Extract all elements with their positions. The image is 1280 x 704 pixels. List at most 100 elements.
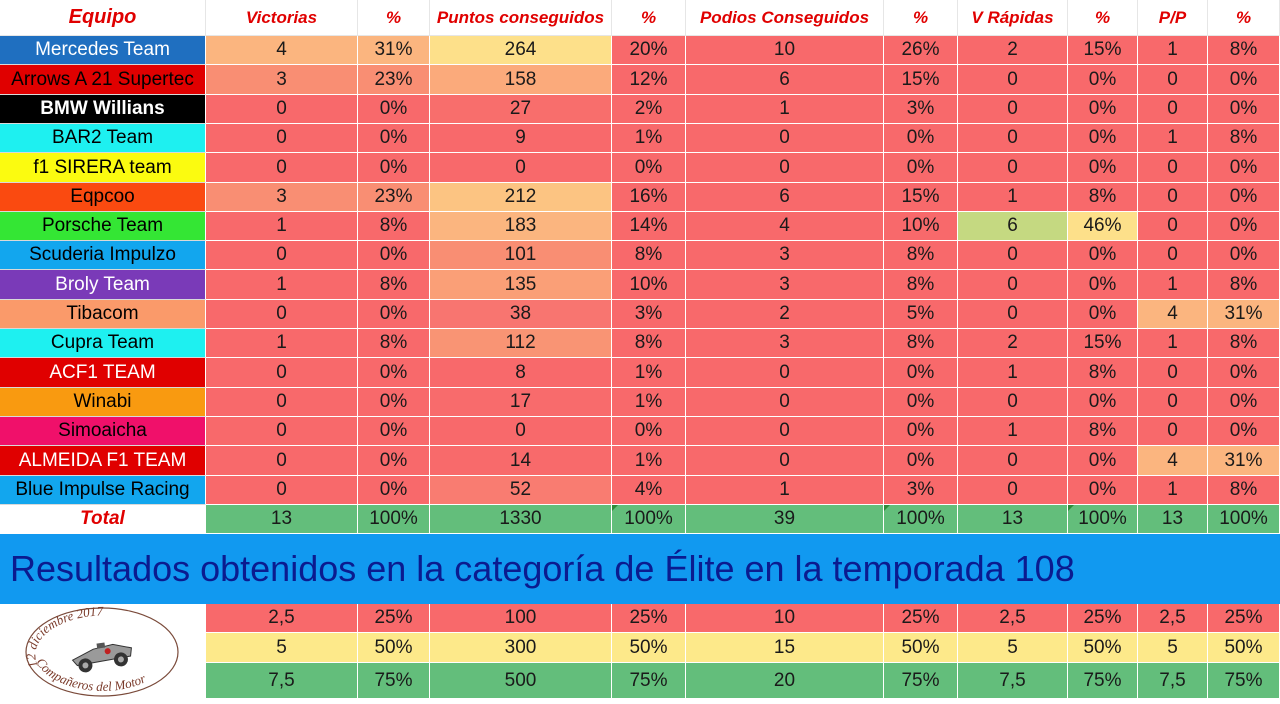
- cell-victorias-pct: 31%: [358, 36, 430, 65]
- threshold-pp-pct: 50%: [1208, 633, 1280, 663]
- cell-puntos-pct: 8%: [612, 329, 686, 358]
- team-row: Cupra Team 1 8% 112 8% 3 8% 2 15% 1 8%: [0, 329, 1280, 358]
- threshold-podios-pct: 50%: [884, 633, 958, 663]
- cell-podios-pct: 0%: [884, 388, 958, 417]
- header-victorias-pct: %: [358, 0, 430, 36]
- cell-victorias-pct: 0%: [358, 241, 430, 270]
- cell-podios: 0: [686, 358, 884, 388]
- cell-vrapidas-pct: 0%: [1068, 476, 1138, 505]
- cell-victorias-pct: 0%: [358, 417, 430, 446]
- cell-puntos-pct: 14%: [612, 212, 686, 241]
- cell-podios: 0: [686, 153, 884, 183]
- cell-podios: 3: [686, 329, 884, 358]
- cell-puntos-pct: 1%: [612, 358, 686, 388]
- cell-vrapidas: 1: [958, 417, 1068, 446]
- team-name: Broly Team: [0, 270, 206, 300]
- cell-vrapidas: 6: [958, 212, 1068, 241]
- cell-vrapidas-pct: 0%: [1068, 241, 1138, 270]
- cell-podios-pct: 10%: [884, 212, 958, 241]
- cell-vrapidas-pct: 8%: [1068, 358, 1138, 388]
- cell-vrapidas-pct: 0%: [1068, 124, 1138, 153]
- cell-podios: 3: [686, 270, 884, 300]
- cell-victorias-pct: 0%: [358, 446, 430, 476]
- cell-victorias: 0: [206, 153, 358, 183]
- team-row: ACF1 TEAM 0 0% 8 1% 0 0% 1 8% 0 0%: [0, 358, 1280, 388]
- threshold-row: 5 50% 300 50% 15 50% 5 50% 5 50%: [0, 633, 1280, 663]
- cell-pp: 0: [1138, 417, 1208, 446]
- team-row: Arrows A 21 Supertec 3 23% 158 12% 6 15% 0 0% 0 0%: [0, 65, 1280, 95]
- cell-puntos-pct: 1%: [612, 446, 686, 476]
- cell-podios: 4: [686, 212, 884, 241]
- cell-pp: 1: [1138, 476, 1208, 505]
- cell-pp: 0: [1138, 95, 1208, 124]
- total-podios-pct: 100%: [884, 505, 958, 534]
- cell-pp-pct: 8%: [1208, 124, 1280, 153]
- threshold-row: 7,5 75% 500 75% 20 75% 7,5 75% 7,5 75%: [0, 663, 1280, 699]
- threshold-victorias-pct: 75%: [358, 663, 430, 699]
- threshold-vrapidas: 5: [958, 633, 1068, 663]
- cell-pp: 1: [1138, 124, 1208, 153]
- season-banner: Resultados obtenidos en la categoría de …: [0, 534, 1280, 604]
- cell-vrapidas: 0: [958, 241, 1068, 270]
- team-name: f1 SIRERA team: [0, 153, 206, 183]
- team-name: Winabi: [0, 388, 206, 417]
- total-vrapidas-pct: 100%: [1068, 505, 1138, 534]
- club-logo: 12 diciembre 2017 Compañeros del Motor: [0, 603, 205, 699]
- cell-puntos: 112: [430, 329, 612, 358]
- threshold-vrapidas-pct: 50%: [1068, 633, 1138, 663]
- cell-victorias: 0: [206, 95, 358, 124]
- cell-puntos-pct: 8%: [612, 241, 686, 270]
- threshold-pp-pct: 25%: [1208, 604, 1280, 633]
- race-car-icon: 12 diciembre 2017 Compañeros del Motor: [23, 603, 179, 697]
- cell-vrapidas: 0: [958, 388, 1068, 417]
- cell-puntos: 135: [430, 270, 612, 300]
- cell-podios-pct: 0%: [884, 446, 958, 476]
- threshold-victorias-pct: 50%: [358, 633, 430, 663]
- cell-vrapidas-pct: 0%: [1068, 270, 1138, 300]
- cell-podios: 0: [686, 446, 884, 476]
- cell-puntos-pct: 0%: [612, 417, 686, 446]
- cell-podios-pct: 8%: [884, 270, 958, 300]
- cell-vrapidas: 1: [958, 183, 1068, 212]
- team-name: Eqpcoo: [0, 183, 206, 212]
- cell-victorias-pct: 0%: [358, 153, 430, 183]
- cell-podios-pct: 8%: [884, 329, 958, 358]
- cell-vrapidas-pct: 0%: [1068, 446, 1138, 476]
- cell-podios: 10: [686, 36, 884, 65]
- threshold-pp: 7,5: [1138, 663, 1208, 699]
- team-row: ALMEIDA F1 TEAM 0 0% 14 1% 0 0% 0 0% 4 31%: [0, 446, 1280, 476]
- total-victorias: 13: [206, 505, 358, 534]
- threshold-podios-pct: 75%: [884, 663, 958, 699]
- cell-victorias-pct: 8%: [358, 270, 430, 300]
- cell-podios: 0: [686, 124, 884, 153]
- cell-pp: 0: [1138, 183, 1208, 212]
- cell-pp-pct: 0%: [1208, 212, 1280, 241]
- team-row: BAR2 Team 0 0% 9 1% 0 0% 0 0% 1 8%: [0, 124, 1280, 153]
- team-row: Mercedes Team 4 31% 264 20% 10 26% 2 15% 1 8%: [0, 36, 1280, 65]
- cell-puntos-pct: 12%: [612, 65, 686, 95]
- team-name: Blue Impulse Racing: [0, 476, 206, 505]
- cell-puntos: 38: [430, 300, 612, 329]
- cell-vrapidas-pct: 0%: [1068, 388, 1138, 417]
- threshold-pp: 2,5: [1138, 604, 1208, 633]
- cell-victorias-pct: 23%: [358, 183, 430, 212]
- cell-pp-pct: 0%: [1208, 417, 1280, 446]
- cell-victorias: 0: [206, 300, 358, 329]
- header-pp: P/P: [1138, 0, 1208, 36]
- threshold-vrapidas-pct: 75%: [1068, 663, 1138, 699]
- team-name: Simoaicha: [0, 417, 206, 446]
- cell-vrapidas: 0: [958, 153, 1068, 183]
- cell-vrapidas: 1: [958, 358, 1068, 388]
- cell-pp: 0: [1138, 153, 1208, 183]
- cell-pp-pct: 8%: [1208, 476, 1280, 505]
- cell-podios-pct: 0%: [884, 417, 958, 446]
- cell-podios-pct: 15%: [884, 183, 958, 212]
- cell-vrapidas: 0: [958, 124, 1068, 153]
- cell-pp-pct: 0%: [1208, 153, 1280, 183]
- total-puntos: 1330: [430, 505, 612, 534]
- team-row: Scuderia Impulzo 0 0% 101 8% 3 8% 0 0% 0 0%: [0, 241, 1280, 270]
- cell-victorias: 4: [206, 36, 358, 65]
- cell-pp-pct: 8%: [1208, 329, 1280, 358]
- team-name: Cupra Team: [0, 329, 206, 358]
- header-puntos: Puntos conseguidos: [430, 0, 612, 36]
